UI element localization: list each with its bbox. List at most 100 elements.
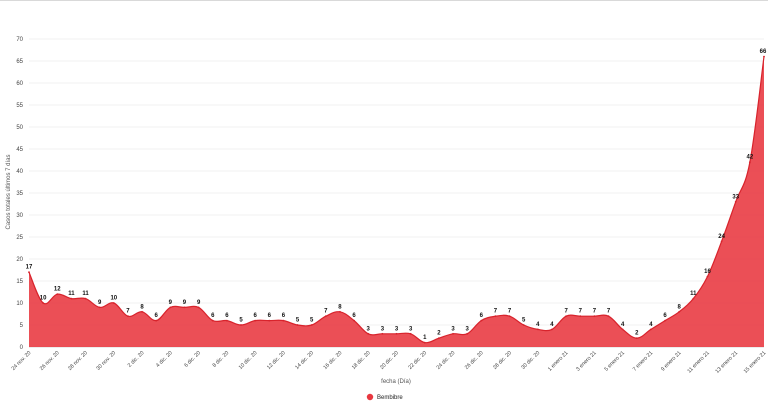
data-point[interactable] [155,319,158,322]
data-point[interactable] [310,324,313,326]
data-point[interactable] [480,319,483,322]
data-point[interactable] [225,319,228,322]
data-label: 4 [649,322,653,328]
legend[interactable]: Bembibre [366,393,404,401]
x-tick-label: 24 dic. 20 [436,350,457,371]
data-point[interactable] [296,324,299,326]
data-point[interactable] [197,306,200,309]
data-point[interactable] [353,319,355,322]
data-label: 4 [621,322,625,328]
y-tick-label: 25 [16,235,23,241]
data-point[interactable] [734,200,737,203]
x-axis-title: fecha (Día) [381,379,411,385]
data-point[interactable] [536,328,539,331]
x-tick-label: 13 enero 21 [715,350,740,375]
data-point[interactable] [127,315,129,318]
data-point[interactable] [381,332,384,335]
data-point[interactable] [367,332,370,335]
x-tick-label: 6 dic. 20 [183,350,202,369]
data-label: 2 [437,331,441,337]
data-point[interactable] [565,315,568,318]
data-point[interactable] [664,319,666,322]
x-tick-label: 5 enero 21 [604,350,626,372]
data-point[interactable] [452,332,454,335]
y-tick-label: 35 [16,191,23,197]
data-label: 6 [225,313,229,319]
data-point[interactable] [282,319,285,322]
data-point[interactable] [409,332,412,335]
data-label: 6 [352,313,356,319]
gridlines [29,38,764,348]
data-point[interactable] [551,328,553,331]
data-point[interactable] [650,328,652,331]
y-tick-label: 10 [16,301,23,307]
y-tick-label: 50 [16,125,23,131]
data-point[interactable] [621,328,624,331]
data-point[interactable] [748,161,751,164]
data-label: 66 [760,49,767,55]
series-area [28,56,765,347]
data-point[interactable] [720,240,723,243]
y-tick-label: 30 [16,213,23,219]
x-tick-label: 26 nov. 20 [39,350,61,372]
data-label: 8 [338,304,342,310]
data-point[interactable] [254,319,257,322]
x-tick-label: 2 dic. 20 [127,350,146,369]
x-tick-label: 28 nov. 20 [67,350,89,372]
data-point[interactable] [183,306,186,309]
data-point[interactable] [70,297,73,300]
data-point[interactable] [706,275,709,278]
x-tick-label: 9 enero 21 [660,350,682,372]
data-label: 5 [522,318,526,324]
data-label: 11 [82,291,89,297]
data-label: 6 [268,313,272,319]
data-point[interactable] [395,332,398,335]
data-point[interactable] [438,337,440,340]
y-tick-label: 55 [16,103,23,109]
data-point[interactable] [593,315,596,318]
data-point[interactable] [466,332,469,335]
data-point[interactable] [211,319,214,322]
data-point[interactable] [240,324,242,326]
data-point[interactable] [508,315,511,318]
data-label: 5 [310,318,314,324]
x-tick-label: 30 dic. 20 [520,350,541,371]
data-point[interactable] [579,315,582,318]
data-label: 16 [704,269,711,275]
data-point[interactable] [692,297,695,300]
data-point[interactable] [339,310,341,313]
y-axis-ticks: 0 5 10 15 20 25 30 35 40 45 50 55 60 65 70 [16,37,23,351]
data-label: 7 [126,309,130,315]
data-point[interactable] [635,337,638,340]
data-point[interactable] [112,302,115,304]
y-tick-label: 5 [20,323,24,329]
data-point[interactable] [423,341,426,344]
x-tick-label: 30 nov. 20 [95,350,117,372]
data-point[interactable] [522,324,525,326]
x-tick-label: 11 enero 21 [687,350,711,374]
data-point[interactable] [678,310,681,313]
x-tick-label: 12 dic. 20 [266,350,287,371]
data-label: 10 [40,296,47,302]
data-point[interactable] [268,319,271,322]
data-point[interactable] [28,271,30,274]
data-point[interactable] [42,302,45,304]
data-point[interactable] [607,315,610,318]
data-label: 8 [140,304,144,310]
y-tick-label: 65 [16,59,23,65]
x-tick-label: 8 dic. 20 [212,350,231,369]
x-axis-ticks: 24 nov. 20 26 nov. 20 28 nov. 20 30 nov. 20… [11,350,768,375]
data-point[interactable] [494,315,497,318]
data-point[interactable] [763,55,765,58]
data-point[interactable] [324,315,327,318]
data-label: 5 [239,318,243,324]
data-label: 8 [678,304,682,310]
data-point[interactable] [56,293,59,296]
x-tick-label: 28 dic. 20 [492,350,513,371]
data-point[interactable] [84,297,87,300]
data-point[interactable] [141,310,143,313]
data-point[interactable] [98,306,101,309]
data-point[interactable] [169,306,172,309]
